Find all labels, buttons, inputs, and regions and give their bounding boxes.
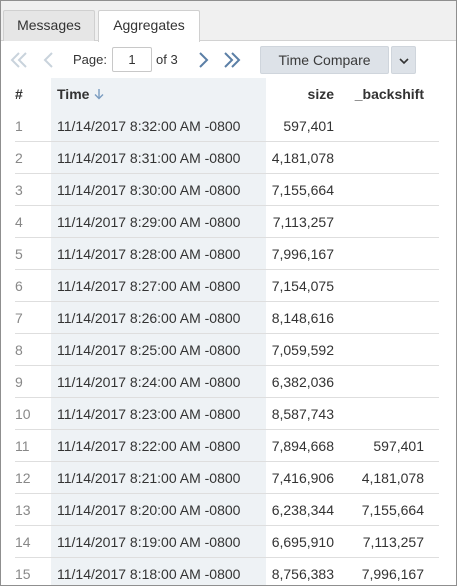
time-cell: 11/14/2017 8:20:00 AM -0800 bbox=[57, 502, 241, 518]
size-cell: 7,113,257 bbox=[272, 214, 334, 230]
chevron-left-icon bbox=[43, 52, 53, 68]
time-compare-dropdown-button[interactable] bbox=[391, 46, 416, 74]
table-row[interactable]: 2 11/14/2017 8:31:00 AM -0800 4,181,078 bbox=[1, 142, 456, 174]
time-cell: 11/14/2017 8:25:00 AM -0800 bbox=[57, 342, 241, 358]
time-column-highlight bbox=[51, 78, 266, 585]
backshift-cell: 4,181,078 bbox=[361, 470, 424, 486]
time-cell: 11/14/2017 8:18:00 AM -0800 bbox=[57, 566, 241, 582]
row-number-cell: 1 bbox=[15, 118, 23, 134]
row-number-cell: 6 bbox=[15, 278, 23, 294]
row-number-cell: 11 bbox=[15, 438, 30, 454]
last-page-icon[interactable] bbox=[222, 50, 242, 70]
time-cell: 11/14/2017 8:26:00 AM -0800 bbox=[57, 310, 241, 326]
size-cell: 7,155,664 bbox=[271, 182, 334, 198]
page-number-input[interactable] bbox=[112, 47, 152, 72]
table-row[interactable]: 8 11/14/2017 8:25:00 AM -0800 7,059,592 bbox=[1, 334, 456, 366]
row-number-cell: 14 bbox=[15, 534, 31, 550]
chevron-right-icon bbox=[199, 52, 209, 68]
table-row[interactable]: 14 11/14/2017 8:19:00 AM -0800 6,695,910 7,… bbox=[1, 526, 456, 558]
time-cell: 11/14/2017 8:30:00 AM -0800 bbox=[57, 182, 241, 198]
table-row[interactable]: 15 11/14/2017 8:18:00 AM -0800 8,756,383 7,… bbox=[1, 558, 456, 585]
time-cell: 11/14/2017 8:29:00 AM -0800 bbox=[57, 214, 241, 230]
size-cell: 6,382,036 bbox=[271, 374, 334, 390]
column-header-time-label: Time bbox=[57, 86, 90, 102]
row-number-cell: 9 bbox=[15, 374, 23, 390]
table-row[interactable]: 12 11/14/2017 8:21:00 AM -0800 7,416,906 4,… bbox=[1, 462, 456, 494]
tab-aggregates[interactable]: Aggregates bbox=[98, 10, 200, 42]
size-cell: 7,416,906 bbox=[271, 470, 334, 486]
row-number-cell: 5 bbox=[15, 246, 23, 262]
size-cell: 597,401 bbox=[283, 118, 334, 134]
table-row[interactable]: 11 11/14/2017 8:22:00 AM -0800 7,894,668 59… bbox=[1, 430, 456, 462]
backshift-cell: 7,155,664 bbox=[361, 502, 424, 518]
first-page-icon[interactable] bbox=[9, 50, 29, 70]
size-cell: 7,154,075 bbox=[271, 278, 334, 294]
column-header-time[interactable]: Time bbox=[57, 86, 105, 102]
table-row[interactable]: 9 11/14/2017 8:24:00 AM -0800 6,382,036 bbox=[1, 366, 456, 398]
size-cell: 7,996,167 bbox=[271, 246, 334, 262]
time-compare-button[interactable]: Time Compare bbox=[260, 46, 389, 74]
page-label: Page: bbox=[73, 52, 107, 67]
table-header: # Time size _backshift bbox=[1, 78, 456, 110]
table-row[interactable]: 7 11/14/2017 8:26:00 AM -0800 8,148,616 bbox=[1, 302, 456, 334]
time-cell: 11/14/2017 8:28:00 AM -0800 bbox=[57, 246, 241, 262]
row-number-cell: 8 bbox=[15, 342, 23, 358]
table-row[interactable]: 5 11/14/2017 8:28:00 AM -0800 7,996,167 bbox=[1, 238, 456, 270]
time-cell: 11/14/2017 8:19:00 AM -0800 bbox=[57, 534, 241, 550]
time-cell: 11/14/2017 8:32:00 AM -0800 bbox=[57, 118, 241, 134]
table-row[interactable]: 4 11/14/2017 8:29:00 AM -0800 7,113,257 bbox=[1, 206, 456, 238]
table-row[interactable]: 10 11/14/2017 8:23:00 AM -0800 8,587,743 bbox=[1, 398, 456, 430]
tab-bar: Messages Aggregates bbox=[1, 1, 456, 42]
tab-messages[interactable]: Messages bbox=[3, 10, 95, 41]
row-number-cell: 3 bbox=[15, 182, 23, 198]
table-row[interactable]: 13 11/14/2017 8:20:00 AM -0800 6,238,344 7,… bbox=[1, 494, 456, 526]
page-count-label: of 3 bbox=[156, 52, 178, 67]
time-cell: 11/14/2017 8:22:00 AM -0800 bbox=[57, 438, 241, 454]
arrow-down-icon bbox=[94, 89, 104, 100]
row-number-cell: 2 bbox=[15, 150, 23, 166]
size-cell: 8,587,743 bbox=[271, 406, 334, 422]
size-cell: 7,059,592 bbox=[271, 342, 334, 358]
row-number-cell: 13 bbox=[15, 502, 31, 518]
backshift-cell: 597,401 bbox=[373, 438, 424, 454]
time-cell: 11/14/2017 8:21:00 AM -0800 bbox=[57, 470, 241, 486]
previous-page-icon[interactable] bbox=[39, 50, 59, 70]
double-chevron-right-icon bbox=[224, 52, 241, 68]
pagination-toolbar: Page: of 3 Time Compare bbox=[1, 42, 456, 78]
time-cell: 11/14/2017 8:23:00 AM -0800 bbox=[57, 406, 241, 422]
row-number-cell: 12 bbox=[15, 470, 31, 486]
next-page-icon[interactable] bbox=[193, 50, 213, 70]
table-row[interactable]: 3 11/14/2017 8:30:00 AM -0800 7,155,664 bbox=[1, 174, 456, 206]
time-cell: 11/14/2017 8:24:00 AM -0800 bbox=[57, 374, 241, 390]
column-header-size[interactable]: size bbox=[307, 86, 334, 102]
table-row[interactable]: 1 11/14/2017 8:32:00 AM -0800 597,401 bbox=[1, 110, 456, 142]
backshift-cell: 7,113,257 bbox=[362, 534, 424, 550]
time-cell: 11/14/2017 8:27:00 AM -0800 bbox=[57, 278, 241, 294]
row-number-cell: 10 bbox=[15, 406, 31, 422]
size-cell: 8,148,616 bbox=[271, 310, 334, 326]
size-cell: 6,695,910 bbox=[271, 534, 334, 550]
row-number-cell: 4 bbox=[15, 214, 23, 230]
size-cell: 4,181,078 bbox=[271, 150, 334, 166]
table-body: 1 11/14/2017 8:32:00 AM -0800 597,401 2 11/1… bbox=[1, 110, 456, 585]
size-cell: 6,238,344 bbox=[271, 502, 334, 518]
row-number-cell: 15 bbox=[15, 566, 31, 582]
double-chevron-left-icon bbox=[10, 52, 27, 68]
row-number-cell: 7 bbox=[15, 310, 23, 326]
column-header-number: # bbox=[15, 86, 23, 102]
table-row[interactable]: 6 11/14/2017 8:27:00 AM -0800 7,154,075 bbox=[1, 270, 456, 302]
size-cell: 8,756,383 bbox=[271, 566, 334, 582]
chevron-down-icon bbox=[399, 58, 409, 65]
size-cell: 7,894,668 bbox=[271, 438, 334, 454]
column-header-backshift[interactable]: _backshift bbox=[354, 86, 424, 102]
time-cell: 11/14/2017 8:31:00 AM -0800 bbox=[57, 150, 241, 166]
backshift-cell: 7,996,167 bbox=[361, 566, 424, 582]
